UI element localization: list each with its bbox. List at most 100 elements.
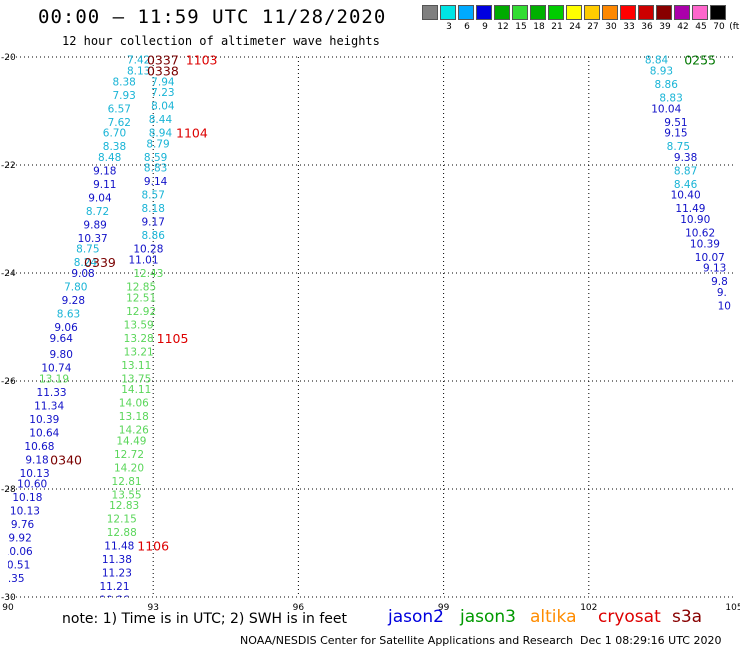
wave-height-label: 10.18	[12, 492, 42, 504]
wave-height-label: 8.18	[142, 203, 165, 215]
wave-height-label: 11.33	[37, 387, 67, 399]
color-scale-label: 39	[659, 22, 671, 32]
pass-time-label: 0338	[147, 64, 179, 79]
x-tick-label: 105	[725, 603, 740, 610]
color-scale-label: 21	[551, 22, 563, 32]
wave-height-label: 11.49	[675, 203, 705, 215]
wave-height-label: 12.43	[133, 268, 163, 280]
color-scale-label: 18	[533, 22, 545, 32]
color-swatch	[458, 5, 474, 20]
wave-height-label: 7.93	[112, 90, 135, 102]
legend-satellite-jason2: jason2	[388, 607, 444, 627]
wave-height-label: 8.57	[142, 190, 165, 202]
wave-height-label: 9.17	[142, 217, 165, 229]
wave-height-label: 10.07	[695, 252, 725, 264]
wave-height-label: 9.14	[144, 176, 168, 188]
wave-height-label: 9.18	[25, 454, 48, 466]
wave-height-label: 10.64	[97, 608, 127, 610]
wave-height-label: 10.39	[690, 238, 720, 250]
wave-height-label: 8.86	[655, 79, 679, 91]
wave-height-label: 7.42	[127, 55, 150, 67]
pass-time-label: 1105	[157, 331, 189, 346]
color-scale-label: 15	[515, 22, 527, 32]
wave-height-plot: 90 93 96 99 102 105 -20 -22 -24 -26 -28 -30 7.428.13…	[0, 53, 740, 610]
wave-height-label: 9.11	[93, 179, 116, 191]
wave-height-label: 10.68	[24, 441, 54, 453]
color-swatch	[710, 5, 726, 20]
wave-height-label: 7.80	[64, 282, 87, 294]
wave-height-label: 9.18	[93, 165, 116, 177]
wave-height-label: 11.38	[102, 554, 132, 566]
wave-height-label: 8.83	[659, 93, 682, 105]
wave-height-label: 10.06	[3, 546, 33, 558]
color-scale-label: 42	[677, 22, 689, 32]
color-scale-label: 45	[695, 22, 707, 32]
pass-time-label: 1106	[137, 539, 169, 554]
wave-height-label: 8.86	[142, 230, 166, 242]
color-scale-label: 6	[464, 22, 470, 32]
chart-title: 00:00 – 11:59 UTC 11/28/2020	[38, 6, 387, 28]
wave-height-label: 12.83	[109, 500, 139, 512]
legend-note: note: 1) Time is in UTC; 2) SWH is in fe…	[62, 611, 348, 627]
wave-height-label: 10.04	[651, 103, 681, 115]
wave-height-label: 12.15	[107, 514, 137, 526]
wave-height-label: 9.38	[674, 152, 697, 164]
wave-height-labels: 7.428.138.387.936.577.626.708.388.489.18…	[0, 55, 731, 610]
wave-height-label: 10	[718, 300, 731, 312]
y-tick-label: -22	[1, 161, 16, 171]
wave-height-label: 10.28	[133, 244, 163, 256]
wave-height-label: 12.85	[126, 282, 156, 294]
wave-height-label: 7.23	[151, 87, 174, 99]
color-scale-label: 12	[497, 22, 509, 32]
pass-time-label: 0340	[50, 452, 82, 467]
x-tick-label: 96	[293, 603, 305, 610]
color-swatch	[422, 5, 438, 20]
y-tick-label: -30	[1, 593, 16, 603]
wave-height-label: 14.06	[119, 398, 149, 410]
color-swatch	[620, 5, 636, 20]
x-tick-label: 93	[147, 603, 158, 610]
wave-height-label: 7.94	[151, 76, 175, 88]
color-scale-unit: (ft)	[729, 22, 740, 32]
wave-height-label: 9.51	[664, 117, 687, 129]
color-swatch	[494, 5, 510, 20]
y-tick-label: -26	[1, 377, 16, 387]
wave-height-label: 12.51	[126, 292, 156, 304]
legend-satellite-jason3: jason3	[460, 607, 516, 627]
color-scale-label: 24	[569, 22, 581, 32]
wave-height-label: 9.76	[11, 519, 35, 531]
color-swatch	[440, 5, 456, 20]
footer-timestamp: Dec 1 08:29:16 UTC 2020	[580, 634, 722, 647]
wave-height-label: 8.04	[151, 101, 175, 113]
color-scale-label: 9	[482, 22, 488, 32]
color-scale-label: 70	[713, 22, 725, 32]
wave-height-label: 8.13	[127, 66, 150, 78]
wave-height-label: 10.39	[29, 414, 59, 426]
wave-height-label: 8.63	[57, 309, 80, 321]
wave-height-label: 8.72	[86, 206, 109, 218]
wave-height-label: 8.24	[74, 257, 98, 269]
color-swatch	[476, 5, 492, 20]
chart-subtitle: 12 hour collection of altimeter wave hei…	[62, 34, 380, 48]
wave-height-label: 8.83	[144, 163, 167, 175]
wave-height-label: 8.75	[667, 141, 690, 153]
wave-height-label: 13.55	[112, 489, 142, 501]
wave-height-label: 9.92	[8, 533, 31, 545]
color-scale-label: 3	[446, 22, 452, 32]
wave-height-label: 13.19	[39, 373, 69, 385]
wave-height-label: 13.75	[121, 373, 151, 385]
color-swatch	[566, 5, 582, 20]
wave-height-label: 9.08	[71, 268, 94, 280]
wave-height-label: 14.20	[114, 462, 144, 474]
color-swatch	[530, 5, 546, 20]
wave-height-label: 12.81	[112, 476, 142, 488]
wave-height-label: 10.51	[0, 560, 30, 572]
wave-height-label: 12.72	[114, 449, 144, 461]
wave-height-label: 11.21	[99, 581, 129, 593]
y-tick-label: -20	[1, 53, 16, 63]
wave-height-label: 8.38	[103, 141, 126, 153]
wave-height-label: 10.40	[671, 190, 701, 202]
wave-height-label: 8.79	[146, 138, 169, 150]
color-scale-label: 36	[641, 22, 653, 32]
wave-height-label: 8.59	[144, 152, 167, 164]
